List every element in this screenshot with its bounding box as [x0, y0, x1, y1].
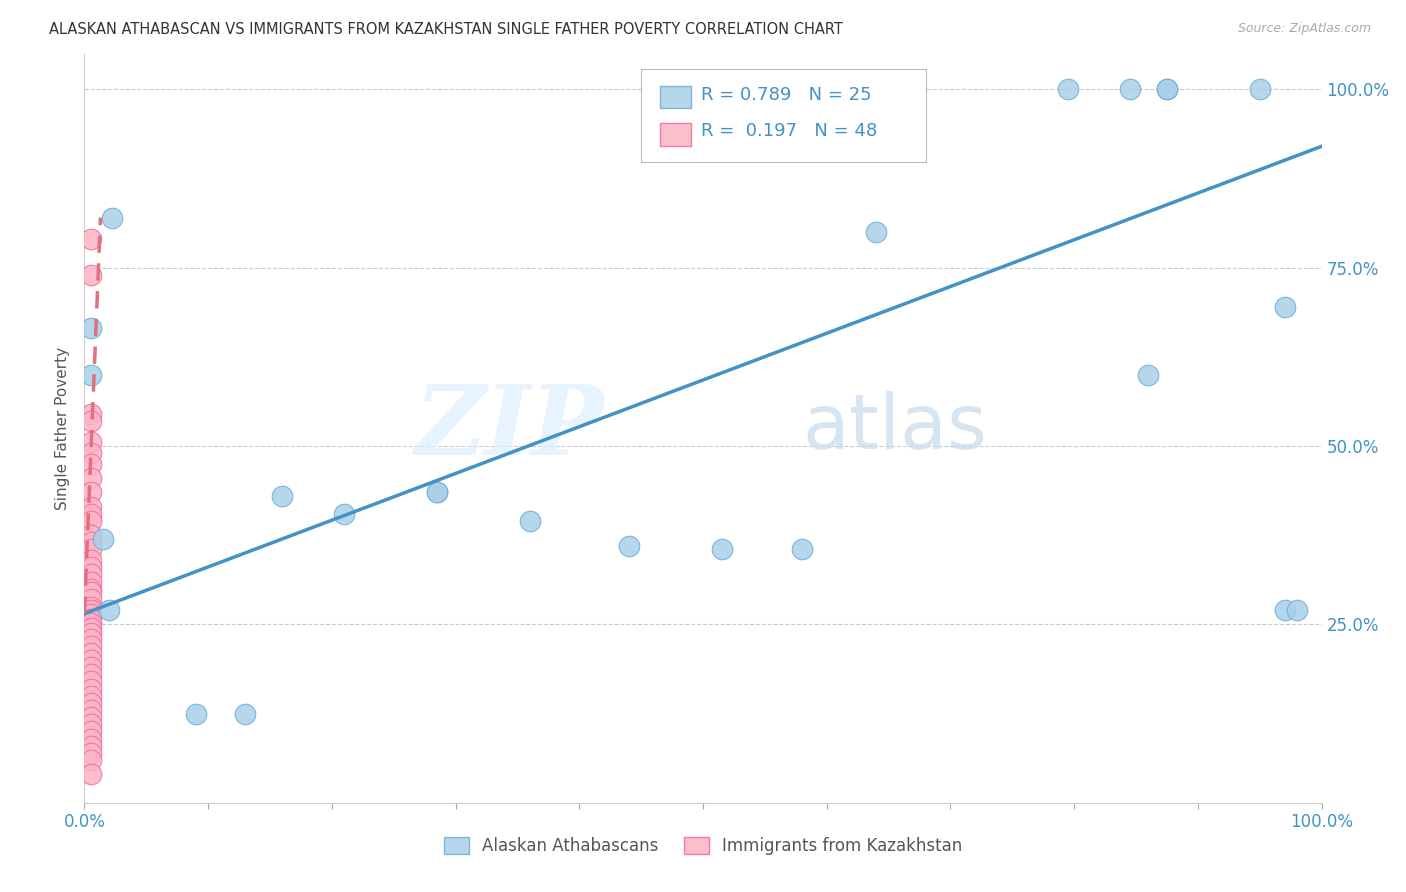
Point	[865, 225, 887, 239]
Point	[79, 753, 101, 767]
Point	[1274, 603, 1296, 617]
Point	[1156, 82, 1178, 96]
Point	[79, 500, 101, 514]
Point	[79, 435, 101, 450]
Point	[79, 724, 101, 739]
Point	[1137, 368, 1160, 382]
Point	[79, 689, 101, 703]
Point	[79, 553, 101, 567]
Point	[79, 567, 101, 582]
Point	[79, 674, 101, 689]
Point	[79, 457, 101, 471]
Point	[98, 603, 121, 617]
Point	[79, 507, 101, 521]
Point	[184, 706, 207, 721]
Point	[91, 532, 114, 546]
Point	[1285, 603, 1308, 617]
Point	[79, 646, 101, 660]
Point	[710, 542, 733, 557]
Point	[79, 414, 101, 428]
Point	[79, 612, 101, 626]
Point	[79, 681, 101, 696]
Point	[1057, 82, 1080, 96]
Point	[79, 731, 101, 746]
Point	[79, 592, 101, 607]
Legend: Alaskan Athabascans, Immigrants from Kazakhstan: Alaskan Athabascans, Immigrants from Kaz…	[437, 830, 969, 862]
Point	[79, 639, 101, 653]
Point	[79, 599, 101, 614]
Point	[79, 615, 101, 630]
Point	[426, 485, 449, 500]
Point	[1119, 82, 1142, 96]
Point	[79, 585, 101, 599]
Text: ZIP: ZIP	[415, 381, 605, 475]
Point	[79, 407, 101, 421]
FancyBboxPatch shape	[641, 69, 925, 162]
Point	[79, 603, 101, 617]
Point	[79, 321, 101, 335]
Point	[79, 542, 101, 557]
Point	[79, 739, 101, 753]
Point	[79, 582, 101, 596]
Point	[79, 368, 101, 382]
Point	[79, 560, 101, 574]
Point	[79, 667, 101, 681]
Point	[233, 706, 256, 721]
Y-axis label: Single Father Poverty: Single Father Poverty	[55, 347, 70, 509]
Point	[426, 485, 449, 500]
Point	[790, 542, 813, 557]
Point	[79, 471, 101, 485]
Point	[79, 446, 101, 460]
Point	[271, 489, 294, 503]
Point	[79, 485, 101, 500]
Point	[79, 703, 101, 717]
Point	[519, 514, 541, 528]
Text: R = 0.789   N = 25: R = 0.789 N = 25	[700, 86, 872, 103]
Text: atlas: atlas	[801, 392, 987, 465]
Point	[79, 574, 101, 589]
Point	[79, 514, 101, 528]
Point	[79, 696, 101, 710]
Point	[79, 232, 101, 246]
Point	[79, 528, 101, 542]
FancyBboxPatch shape	[659, 123, 690, 145]
Point	[1274, 300, 1296, 314]
Point	[1156, 82, 1178, 96]
Point	[79, 746, 101, 760]
Point	[1249, 82, 1271, 96]
Point	[79, 660, 101, 674]
Point	[79, 632, 101, 646]
Point	[79, 626, 101, 640]
Text: Source: ZipAtlas.com: Source: ZipAtlas.com	[1237, 22, 1371, 36]
Point	[100, 211, 122, 225]
Point	[79, 621, 101, 635]
Text: R =  0.197   N = 48: R = 0.197 N = 48	[700, 121, 877, 140]
Text: ALASKAN ATHABASCAN VS IMMIGRANTS FROM KAZAKHSTAN SINGLE FATHER POVERTY CORRELATI: ALASKAN ATHABASCAN VS IMMIGRANTS FROM KA…	[49, 22, 844, 37]
FancyBboxPatch shape	[659, 86, 690, 108]
Point	[79, 717, 101, 731]
Point	[333, 507, 356, 521]
Point	[79, 710, 101, 724]
Point	[79, 653, 101, 667]
Point	[79, 268, 101, 282]
Point	[79, 535, 101, 549]
Point	[79, 767, 101, 781]
Point	[617, 539, 640, 553]
Point	[79, 607, 101, 621]
